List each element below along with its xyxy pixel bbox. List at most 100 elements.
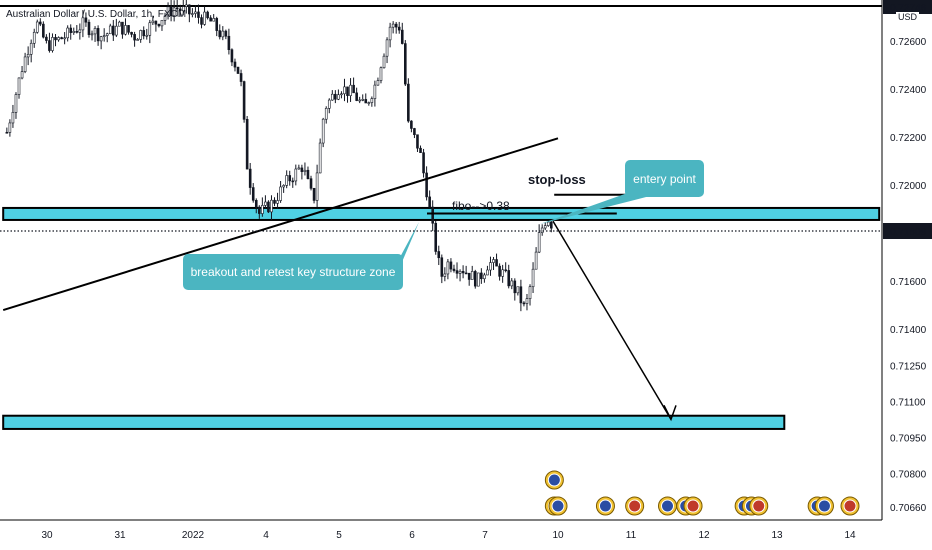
- candle-body: [84, 17, 88, 23]
- candle-body: [513, 280, 517, 294]
- candle-body: [108, 25, 112, 35]
- event-icon[interactable]: [658, 496, 677, 516]
- time-tick-label: 30: [41, 530, 53, 541]
- event-icon[interactable]: [683, 496, 703, 516]
- projection-arrow-line[interactable]: [552, 220, 672, 420]
- candle-body: [242, 81, 246, 120]
- event-icon[interactable]: [548, 496, 568, 516]
- stop-loss-label: stop-loss: [528, 172, 586, 187]
- candle-body: [148, 22, 152, 36]
- candle-body: [57, 37, 60, 41]
- current-price-badge[interactable]: [883, 223, 932, 240]
- time-tick-label: 14: [844, 530, 856, 541]
- candle-body: [321, 118, 325, 144]
- candle-body: [139, 30, 142, 40]
- candle-body: [349, 84, 352, 96]
- event-icon[interactable]: [544, 470, 564, 490]
- candle-body: [102, 35, 106, 37]
- candle-body: [501, 269, 504, 277]
- candle-body: [178, 8, 182, 12]
- candle-body: [540, 227, 544, 233]
- candle-body: [455, 270, 459, 274]
- time-axis[interactable]: 30 31 2022 4 5 6 7 10 11 12 13 14: [0, 519, 882, 541]
- candle-body: [388, 26, 392, 41]
- candle-body: [492, 259, 495, 263]
- candle-body: [327, 99, 331, 109]
- candle-body: [258, 206, 261, 214]
- event-icon[interactable]: [595, 496, 615, 516]
- candle-body: [422, 152, 425, 174]
- candle-body: [261, 205, 264, 214]
- candle-body: [300, 167, 304, 172]
- event-icon[interactable]: [625, 496, 645, 516]
- candle-body: [154, 20, 158, 25]
- price-tick-label: 0.70950: [890, 433, 927, 444]
- candle-body: [379, 67, 383, 81]
- support-trendline[interactable]: [2, 137, 559, 311]
- event-icon[interactable]: [749, 496, 769, 516]
- candle-body: [60, 37, 63, 40]
- candle-body: [63, 37, 66, 40]
- candle-body: [151, 20, 155, 24]
- candle-body: [470, 271, 474, 280]
- candle-body: [203, 11, 206, 25]
- candle-body: [537, 232, 541, 253]
- candle-body: [446, 261, 450, 275]
- candle-body: [142, 30, 146, 37]
- candle-body: [267, 201, 270, 213]
- candle-body: [331, 93, 334, 101]
- candle-body: [467, 272, 471, 280]
- candlesticks: [5, 0, 553, 312]
- candle-body: [17, 77, 21, 95]
- breakout-callout[interactable]: breakout and retest key structure zone: [183, 254, 403, 290]
- plot-area[interactable]: fibo-->0.38 stop-loss: [0, 0, 882, 516]
- candle-body: [279, 186, 282, 201]
- time-tick-label: 12: [698, 530, 710, 541]
- entry-point-callout[interactable]: entery point: [625, 160, 704, 197]
- target-zone[interactable]: [2, 414, 786, 430]
- top-price-badge[interactable]: [883, 0, 932, 14]
- candle-body: [23, 56, 27, 72]
- price-tick-label: 0.70660: [890, 503, 927, 514]
- candle-body: [121, 21, 124, 35]
- currency-label[interactable]: USD: [896, 12, 920, 22]
- candle-body: [495, 259, 498, 267]
- candle-body: [112, 25, 115, 36]
- price-axis[interactable]: 0.72600 0.72400 0.72200 0.72000 0.71600 0.714…: [881, 0, 932, 550]
- candle-body: [334, 93, 337, 100]
- candle-body: [133, 34, 136, 41]
- candle-body: [431, 206, 434, 224]
- candle-body: [464, 272, 468, 275]
- candle-body: [29, 42, 33, 55]
- event-icon[interactable]: [840, 496, 860, 516]
- event-icon[interactable]: [814, 496, 834, 516]
- candle-body: [221, 30, 225, 38]
- candle-body: [191, 13, 194, 15]
- candle-body: [528, 286, 532, 299]
- price-tick-label: 0.71400: [890, 325, 927, 336]
- candle-body: [236, 66, 240, 74]
- candle-body: [416, 134, 419, 149]
- candle-body: [486, 269, 489, 276]
- candle-body: [449, 261, 453, 270]
- candle-body: [264, 201, 267, 206]
- candle-body: [90, 33, 94, 36]
- candle-body: [32, 31, 36, 44]
- candle-body: [194, 11, 197, 14]
- candle-body: [394, 23, 398, 28]
- candle-body: [48, 40, 51, 51]
- candle-body: [443, 273, 447, 277]
- candle-body: [410, 120, 413, 129]
- candle-body: [188, 4, 191, 15]
- candle-body: [8, 122, 12, 133]
- time-tick-label: 6: [409, 530, 415, 541]
- candle-body: [504, 269, 507, 272]
- time-tick-label: 4: [263, 530, 269, 541]
- candle-body: [288, 175, 292, 182]
- candle-body: [285, 175, 288, 186]
- candle-body: [227, 35, 231, 51]
- time-tick-label: 13: [771, 530, 783, 541]
- candle-body: [105, 33, 109, 36]
- candle-body: [118, 21, 121, 27]
